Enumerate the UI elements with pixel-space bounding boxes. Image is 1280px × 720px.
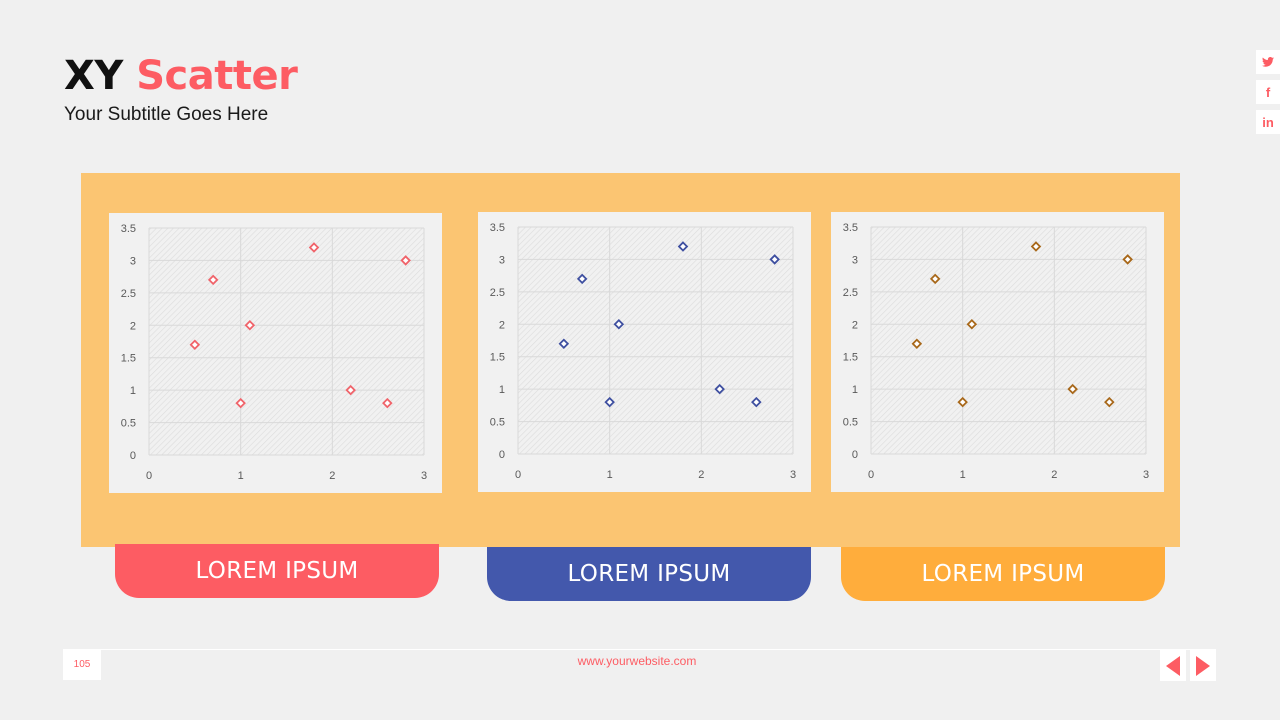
data-point-marker bbox=[576, 273, 588, 285]
website-link[interactable]: www.yourwebsite.com bbox=[577, 654, 697, 668]
y-tick-label: 0.5 bbox=[490, 417, 505, 429]
y-tick-label: 3 bbox=[130, 255, 136, 267]
y-tick-label: 3.5 bbox=[121, 223, 136, 235]
data-point-marker bbox=[207, 274, 219, 286]
label-button-orange[interactable]: LOREM IPSUM bbox=[841, 547, 1165, 601]
data-point-marker bbox=[929, 273, 941, 285]
data-point-marker bbox=[1104, 396, 1115, 408]
y-tick-label: 1 bbox=[852, 384, 858, 396]
footer-divider bbox=[63, 649, 1216, 650]
data-point-marker bbox=[613, 319, 625, 330]
y-tick-label: 2.5 bbox=[843, 287, 858, 299]
scatter-chart-2: 0 0.5 1 1.5 2 2.5 3 3.5 0 1 2 3 bbox=[478, 212, 811, 492]
data-point-marker bbox=[714, 383, 725, 395]
twitter-icon[interactable] bbox=[1256, 50, 1280, 74]
x-tick-label: 3 bbox=[1143, 469, 1149, 481]
y-tick-label: 0.5 bbox=[843, 417, 858, 429]
plot-area bbox=[871, 227, 1146, 454]
y-tick-label: 2 bbox=[499, 319, 505, 331]
title-part-1: XY bbox=[64, 53, 123, 99]
y-tick-label: 2 bbox=[852, 319, 858, 331]
data-point-marker bbox=[966, 319, 978, 330]
data-point-marker bbox=[244, 320, 256, 331]
data-point-marker bbox=[1122, 254, 1133, 265]
y-tick-label: 1.5 bbox=[843, 352, 858, 364]
y-tick-label: 3 bbox=[499, 254, 505, 266]
y-tick-label: 0 bbox=[499, 449, 505, 461]
x-tick-label: 1 bbox=[960, 469, 966, 481]
data-point-marker bbox=[677, 241, 689, 252]
y-tick-label: 3.5 bbox=[843, 222, 858, 234]
plot-area bbox=[149, 228, 424, 455]
data-point-marker bbox=[558, 338, 570, 350]
y-tick-label: 0.5 bbox=[121, 418, 136, 430]
data-point-marker bbox=[751, 396, 762, 408]
x-tick-label: 0 bbox=[515, 469, 521, 481]
data-point-marker bbox=[345, 384, 356, 396]
y-tick-label: 2.5 bbox=[121, 288, 136, 300]
y-tick-label: 1 bbox=[130, 385, 136, 397]
slide-subtitle: Your Subtitle Goes Here bbox=[64, 104, 269, 125]
x-tick-label: 3 bbox=[790, 469, 796, 481]
social-links: f in bbox=[1256, 50, 1280, 140]
x-tick-label: 2 bbox=[1051, 469, 1057, 481]
y-tick-label: 2.5 bbox=[490, 287, 505, 299]
x-tick-label: 0 bbox=[146, 470, 152, 482]
x-tick-label: 2 bbox=[698, 469, 704, 481]
y-tick-label: 1.5 bbox=[490, 352, 505, 364]
title-part-2: Scatter bbox=[136, 53, 298, 99]
y-tick-label: 1 bbox=[499, 384, 505, 396]
data-point-marker bbox=[1030, 241, 1042, 252]
x-tick-label: 0 bbox=[868, 469, 874, 481]
data-point-marker bbox=[400, 255, 411, 266]
data-point-marker bbox=[382, 397, 393, 409]
facebook-icon[interactable]: f bbox=[1256, 80, 1280, 104]
next-slide-button[interactable] bbox=[1190, 650, 1216, 681]
label-button-red[interactable]: LOREM IPSUM bbox=[115, 544, 439, 598]
charts-panel: 0 0.5 1 1.5 2 2.5 3 3.5 0 1 2 3 0 0.5 1 1.5 2 2.5 3 3.5 0 1 2… bbox=[81, 173, 1180, 547]
y-tick-label: 3 bbox=[852, 254, 858, 266]
data-point-marker bbox=[1067, 383, 1078, 395]
scatter-chart-1: 0 0.5 1 1.5 2 2.5 3 3.5 0 1 2 3 bbox=[109, 213, 442, 493]
linkedin-icon[interactable]: in bbox=[1256, 110, 1280, 134]
scatter-chart-3: 0 0.5 1 1.5 2 2.5 3 3.5 0 1 2 3 bbox=[831, 212, 1164, 492]
x-tick-label: 1 bbox=[607, 469, 613, 481]
data-point-marker bbox=[189, 339, 201, 351]
prev-slide-button[interactable] bbox=[1160, 650, 1186, 681]
x-tick-label: 1 bbox=[238, 470, 244, 482]
x-tick-label: 3 bbox=[421, 470, 427, 482]
page-number: 105 bbox=[63, 649, 101, 680]
y-tick-label: 0 bbox=[130, 450, 136, 462]
data-point-marker bbox=[911, 338, 923, 350]
y-tick-label: 3.5 bbox=[490, 222, 505, 234]
triangle-right-icon bbox=[1196, 655, 1210, 676]
y-tick-label: 2 bbox=[130, 320, 136, 332]
y-tick-label: 1.5 bbox=[121, 353, 136, 365]
y-tick-label: 0 bbox=[852, 449, 858, 461]
label-button-blue[interactable]: LOREM IPSUM bbox=[487, 547, 811, 601]
data-point-marker bbox=[769, 254, 780, 265]
plot-area bbox=[518, 227, 793, 454]
data-point-marker bbox=[235, 397, 246, 409]
data-point-marker bbox=[604, 396, 615, 408]
x-tick-label: 2 bbox=[329, 470, 335, 482]
slide-title: XY Scatter bbox=[64, 52, 298, 100]
triangle-left-icon bbox=[1166, 655, 1180, 676]
data-point-marker bbox=[957, 396, 968, 408]
data-point-marker bbox=[308, 242, 320, 253]
